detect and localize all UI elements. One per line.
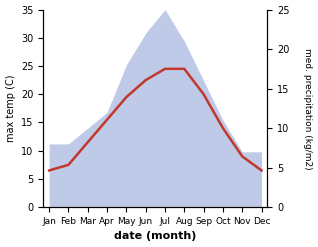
Y-axis label: med. precipitation (kg/m2): med. precipitation (kg/m2) xyxy=(303,48,313,169)
X-axis label: date (month): date (month) xyxy=(114,231,197,242)
Y-axis label: max temp (C): max temp (C) xyxy=(5,75,16,142)
